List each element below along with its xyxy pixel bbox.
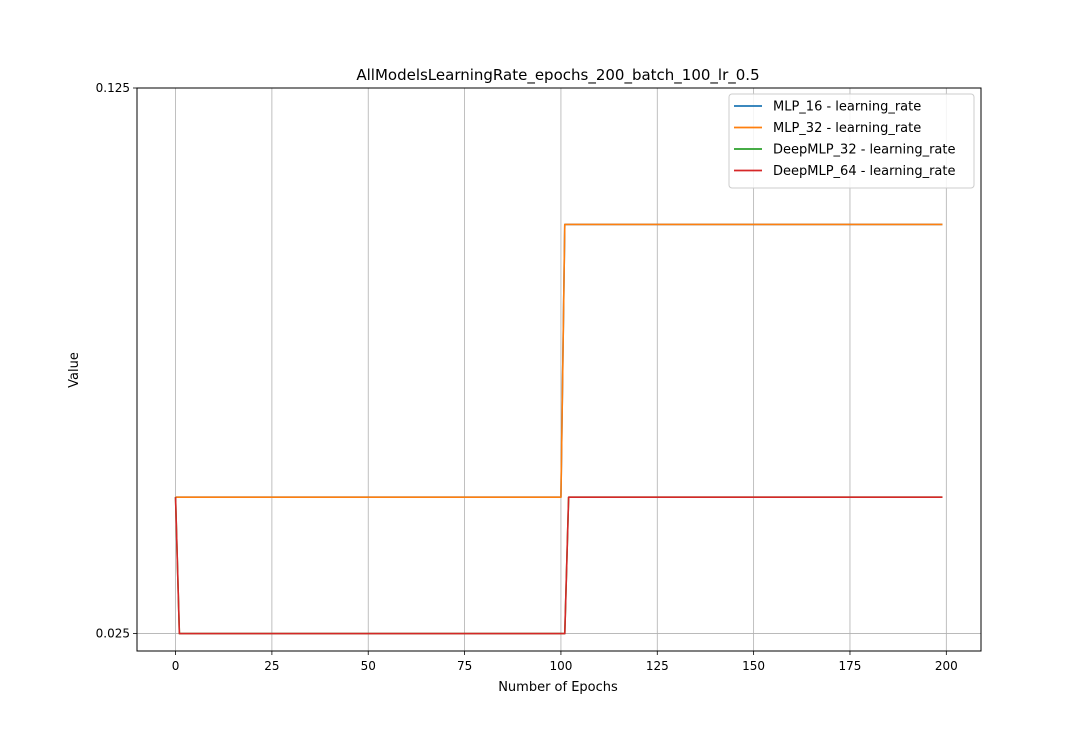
x-tick-label: 100 — [549, 659, 572, 673]
y-axis-label: Value — [67, 352, 82, 388]
x-tick-label: 125 — [646, 659, 669, 673]
chart-title: AllModelsLearningRate_epochs_200_batch_1… — [356, 66, 759, 85]
x-tick-label: 75 — [457, 659, 472, 673]
x-tick-label: 150 — [742, 659, 765, 673]
x-tick-label: 200 — [935, 659, 958, 673]
y-tick-label: 0.125 — [96, 81, 130, 95]
x-tick-label: 0 — [172, 659, 180, 673]
x-tick-label: 175 — [839, 659, 862, 673]
series-layer — [174, 223, 943, 635]
series-line-2 — [175, 223, 943, 498]
axis-ticks: 0 25 50 75 100 125 150 175 200 0.025 0.125 — [96, 81, 958, 673]
x-axis-label: Number of Epochs — [498, 680, 618, 695]
series-line-4 — [174, 496, 943, 635]
legend-label: MLP_16 - learning_rate — [773, 100, 921, 115]
series-line-1 — [175, 223, 943, 498]
legend-label: DeepMLP_32 - learning_rate — [773, 143, 956, 158]
x-tick-label: 50 — [361, 659, 376, 673]
y-tick-label: 0.025 — [96, 627, 130, 641]
legend-box — [728, 93, 975, 189]
series-line-3 — [174, 496, 943, 635]
legend-label: DeepMLP_64 - learning_rate — [773, 164, 956, 179]
legend: MLP_16 - learning_rate MLP_32 - learning_… — [728, 93, 975, 189]
plot-frame — [136, 87, 982, 652]
legend-label: MLP_32 - learning_rate — [773, 121, 921, 136]
x-tick-label: 25 — [264, 659, 279, 673]
